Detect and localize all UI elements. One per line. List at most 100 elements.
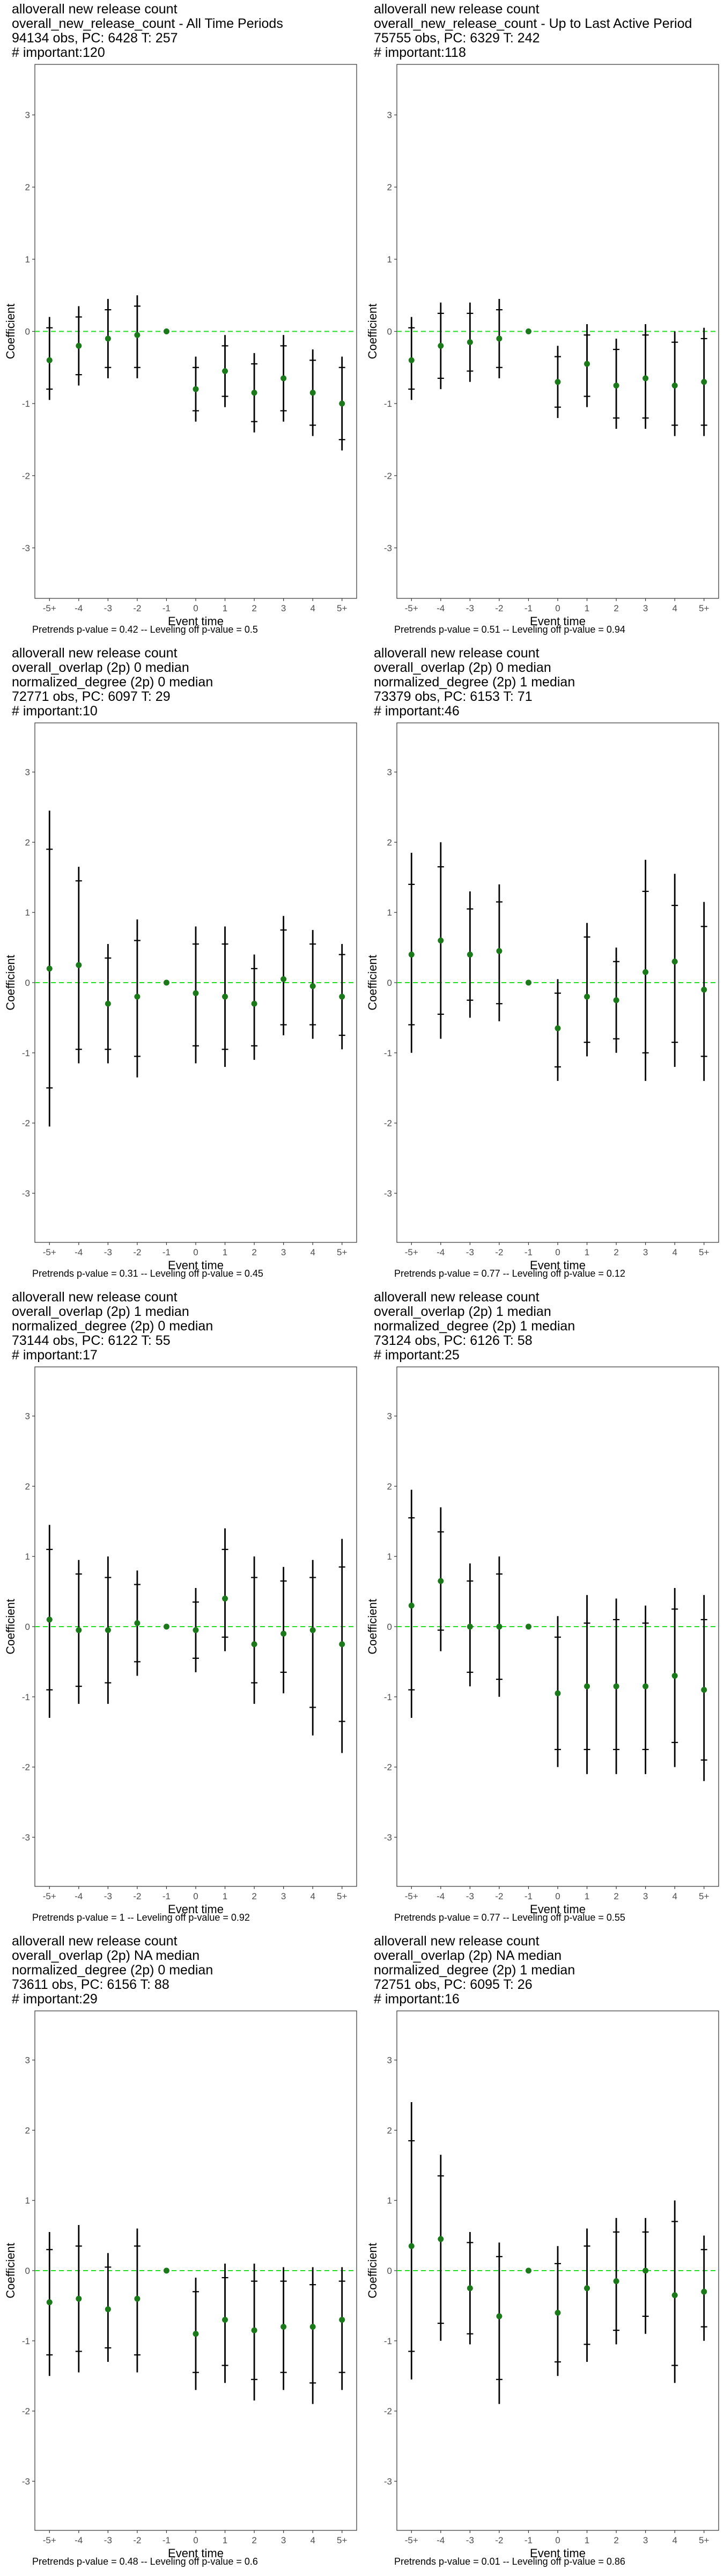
x-tick-label: 0 bbox=[193, 2535, 198, 2545]
y-tick-label: 2 bbox=[387, 1481, 392, 1491]
coefficient-point bbox=[280, 1630, 287, 1637]
y-axis-title: Coefficient bbox=[366, 2243, 379, 2299]
x-tick-label: 3 bbox=[643, 1247, 648, 1257]
x-tick-label: 2 bbox=[614, 1891, 618, 1901]
coefficient-point bbox=[280, 2324, 287, 2330]
coefficient-point bbox=[525, 1623, 531, 1630]
panel-title: alloverall new release count overall_over… bbox=[374, 1290, 722, 1363]
pvalue-caption: Pretrends p-value = 1 -- Leveling off p-… bbox=[32, 1912, 250, 1923]
pvalue-caption: Pretrends p-value = 0.01 -- Leveling off… bbox=[394, 2556, 625, 2567]
x-tick-label: 3 bbox=[281, 2535, 286, 2545]
y-tick-label: -1 bbox=[22, 2336, 30, 2346]
coefficient-point bbox=[76, 962, 82, 968]
pvalue-caption: Pretrends p-value = 0.77 -- Leveling off… bbox=[394, 1912, 625, 1923]
coefficient-point bbox=[309, 1627, 316, 1634]
title-line: normalized_degree (2p) 0 median bbox=[12, 1319, 213, 1334]
x-tick-label: 2 bbox=[252, 2535, 256, 2545]
x-tick-label: -4 bbox=[437, 603, 445, 613]
title-line: alloverall new release count bbox=[374, 1934, 540, 1949]
y-tick-label: -1 bbox=[22, 399, 30, 409]
y-tick-label: 0 bbox=[387, 1622, 392, 1632]
coefficient-point bbox=[222, 993, 228, 1000]
x-axis-title: Event time bbox=[530, 614, 586, 628]
title-line: alloverall new release count bbox=[374, 646, 540, 661]
x-tick-label: 3 bbox=[643, 1891, 648, 1901]
coefficient-point bbox=[339, 2317, 345, 2323]
title-line: # important:118 bbox=[374, 45, 466, 60]
x-tick-label: 4 bbox=[672, 1247, 677, 1257]
y-tick-label: 3 bbox=[25, 2055, 30, 2066]
title-line: # important:29 bbox=[12, 1992, 98, 2007]
y-tick-label: -3 bbox=[22, 1188, 30, 1198]
title-line: overall_overlap (2p) 0 median bbox=[374, 660, 551, 675]
coefficient-point bbox=[76, 2295, 82, 2302]
y-tick-label: 1 bbox=[387, 908, 392, 918]
y-tick-label: 2 bbox=[25, 2125, 30, 2135]
x-tick-label: 3 bbox=[281, 603, 286, 613]
coefficient-point bbox=[134, 332, 141, 338]
coefficient-point bbox=[701, 1687, 707, 1693]
y-tick-label: -3 bbox=[22, 543, 30, 553]
title-line: alloverall new release count bbox=[12, 1934, 178, 1949]
y-tick-label: -1 bbox=[22, 1692, 30, 1702]
coefficient-point bbox=[642, 1683, 649, 1689]
x-tick-label: 1 bbox=[585, 603, 589, 613]
coefficient-point bbox=[613, 1683, 619, 1689]
y-axis-title: Coefficient bbox=[4, 1599, 17, 1655]
coefficient-point bbox=[613, 997, 619, 1004]
coefficient-point bbox=[525, 328, 531, 334]
x-tick-label: 1 bbox=[223, 1891, 227, 1901]
title-line: overall_overlap (2p) 1 median bbox=[374, 1304, 551, 1319]
event-study-plot: -3 -2 -1 0 1 2 3 -5+ -4 -3 -2 -1 0 1 2 3 4 5+ Event time Co… bbox=[4, 2010, 357, 2560]
x-tick-label: -1 bbox=[524, 603, 533, 613]
coefficient-point bbox=[496, 335, 503, 342]
y-axis-title: Coefficient bbox=[366, 1599, 379, 1655]
y-tick-label: 3 bbox=[25, 767, 30, 778]
panel-title: alloverall new release count overall_over… bbox=[374, 1934, 722, 2007]
coefficient-point bbox=[438, 1578, 444, 1584]
x-tick-label: 2 bbox=[614, 603, 618, 613]
coefficient-point bbox=[671, 2292, 678, 2299]
y-tick-label: 2 bbox=[25, 1481, 30, 1491]
title-line: # important:25 bbox=[374, 1348, 460, 1363]
x-tick-label: 5+ bbox=[337, 1891, 347, 1901]
title-line: 73611 obs, PC: 6156 T: 88 bbox=[12, 1977, 169, 1992]
title-line: overall_new_release_count - All Time Per… bbox=[12, 16, 283, 31]
y-axis-title: Coefficient bbox=[366, 955, 379, 1011]
coefficient-point bbox=[222, 2317, 228, 2323]
x-axis-title: Event time bbox=[168, 1902, 224, 1916]
y-tick-label: -1 bbox=[384, 399, 392, 409]
x-tick-label: 0 bbox=[193, 603, 198, 613]
title-line: # important:16 bbox=[374, 1992, 460, 2007]
x-tick-label: -4 bbox=[75, 1891, 83, 1901]
x-tick-label: -2 bbox=[133, 2535, 141, 2545]
coefficient-point bbox=[408, 2243, 415, 2249]
pvalue-caption: Pretrends p-value = 0.77 -- Leveling off… bbox=[394, 1268, 625, 1279]
title-line: 73144 obs, PC: 6122 T: 55 bbox=[12, 1333, 171, 1348]
coefficient-point bbox=[671, 1673, 678, 1679]
coefficient-point bbox=[105, 2306, 111, 2312]
y-tick-label: 3 bbox=[25, 1411, 30, 1422]
title-line: alloverall new release count bbox=[12, 1290, 178, 1305]
x-tick-label: -5+ bbox=[43, 603, 56, 613]
coefficient-point bbox=[584, 361, 590, 367]
coefficient-point bbox=[438, 938, 444, 944]
y-tick-label: -2 bbox=[22, 2406, 30, 2417]
y-tick-label: 2 bbox=[25, 182, 30, 193]
x-axis-title: Event time bbox=[530, 2546, 586, 2560]
x-tick-label: -5+ bbox=[405, 603, 418, 613]
x-axis-title: Event time bbox=[168, 614, 224, 628]
coefficient-point bbox=[438, 2236, 444, 2242]
y-tick-label: 0 bbox=[25, 2266, 30, 2276]
panel-title: alloverall new release count overall_over… bbox=[12, 646, 360, 719]
y-tick-label: 2 bbox=[25, 837, 30, 847]
coefficient-point bbox=[467, 339, 473, 346]
x-tick-label: 3 bbox=[281, 1247, 286, 1257]
y-tick-label: 1 bbox=[25, 908, 30, 918]
x-tick-label: -3 bbox=[466, 2535, 474, 2545]
x-tick-label: -5+ bbox=[43, 2535, 56, 2545]
coefficient-point bbox=[251, 1641, 257, 1648]
x-tick-label: -4 bbox=[437, 2535, 445, 2545]
coefficient-point bbox=[555, 1025, 561, 1031]
title-line: normalized_degree (2p) 0 median bbox=[12, 675, 213, 690]
